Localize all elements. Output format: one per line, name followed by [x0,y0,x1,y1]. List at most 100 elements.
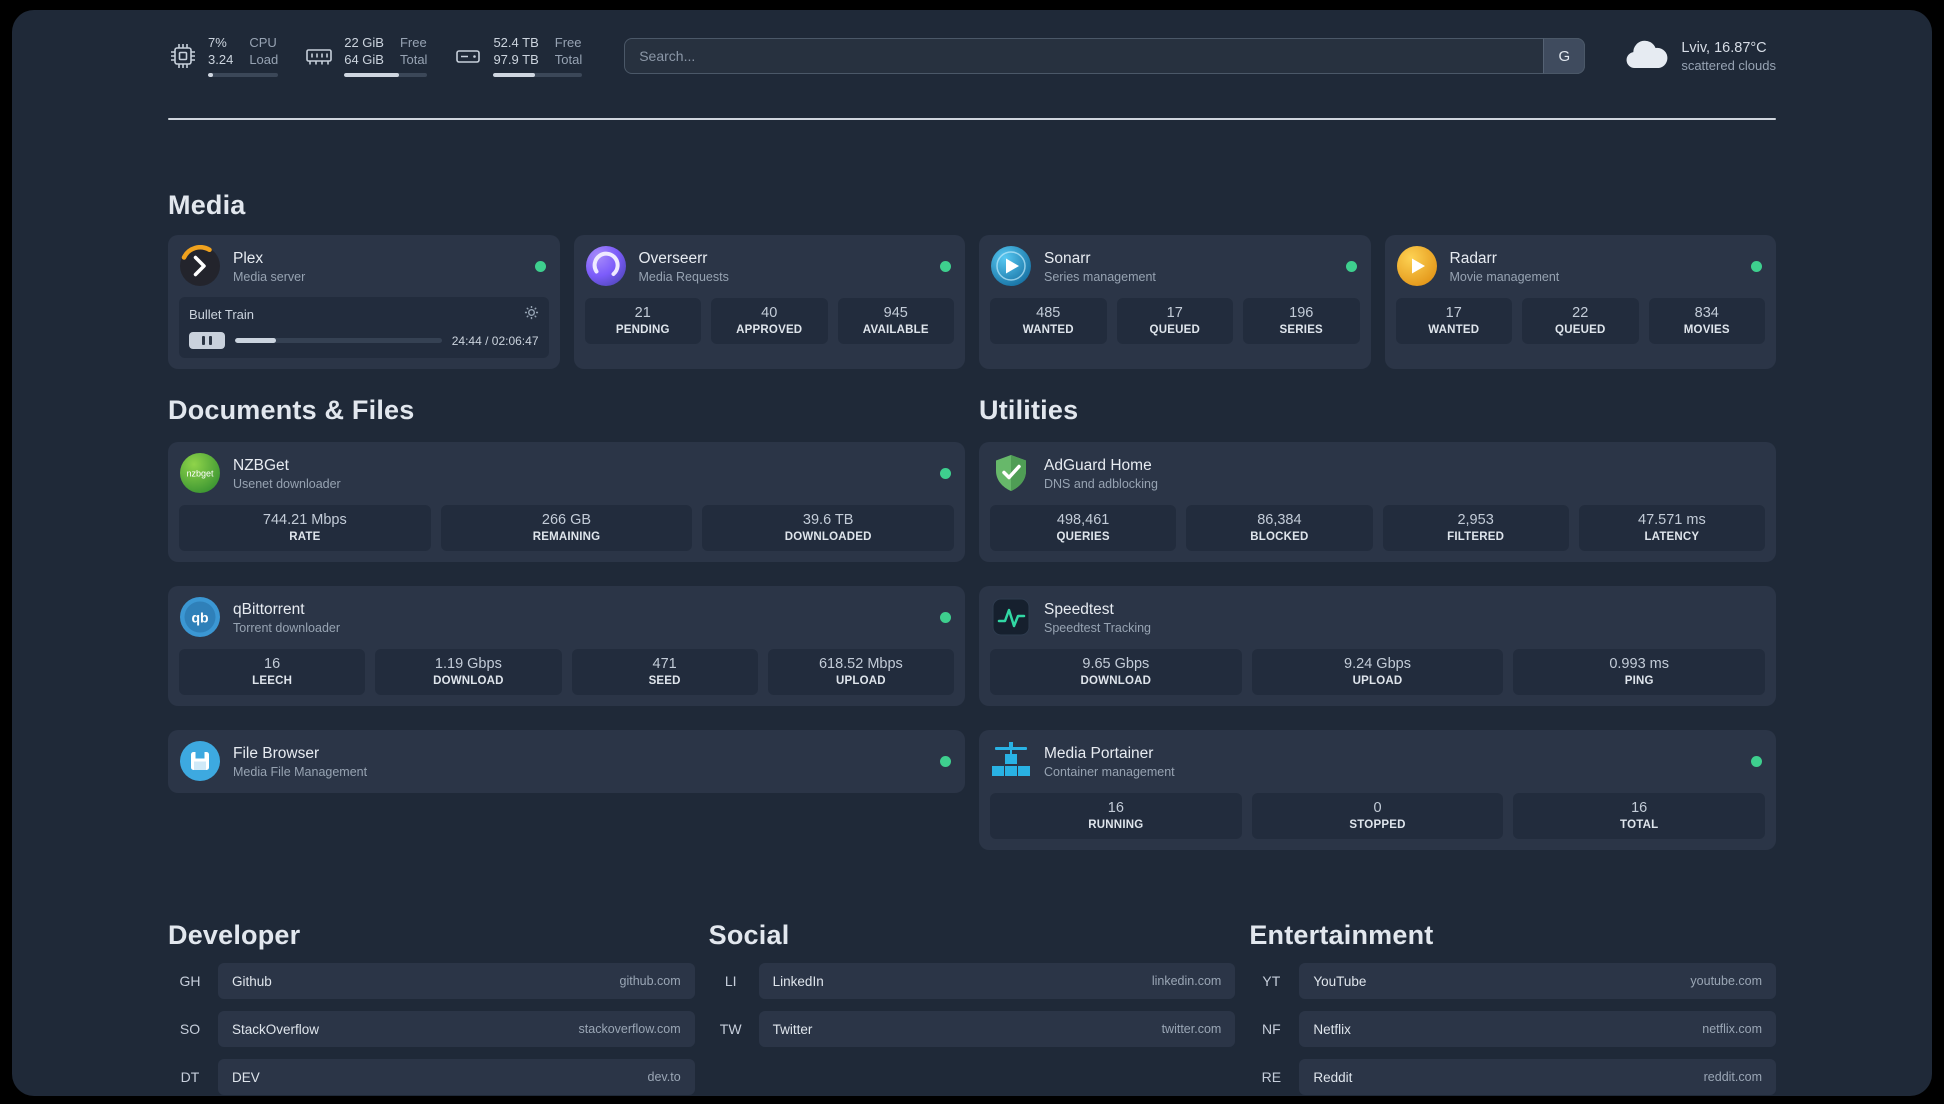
service-card-radarr[interactable]: Radarr Movie management 17 WANTED 22 QUE… [1384,235,1776,369]
bookmark-stackoverflow[interactable]: SO StackOverflow stackoverflow.com [168,1011,695,1047]
stat-value: 498,461 [1056,512,1110,528]
service-card-portainer[interactable]: Media Portainer Container management 16 … [979,730,1776,850]
disk-free-label: Free [554,35,582,50]
stat-label: DOWNLOADED [784,531,872,543]
disk-total-label: Total [554,52,583,67]
service-name: AdGuard Home [1044,456,1152,474]
stat-value: 17 [1445,305,1462,321]
stat-label: AVAILABLE [862,324,929,336]
disk-total-value: 97.9 TB [493,52,539,67]
disk-free-value: 52.4 TB [493,35,539,50]
stat-cell: 1.19 Gbps DOWNLOAD [375,649,562,695]
weather-widget: Lviv, 16.87°C scattered clouds [1623,37,1776,76]
search-provider-button[interactable]: G [1543,38,1586,74]
service-card-adguard[interactable]: AdGuard Home DNS and adblocking 498,461 … [979,442,1776,562]
service-card-overseerr[interactable]: Overseerr Media Requests 21 PENDING 40 A… [573,235,965,369]
stat-value: 47.571 ms [1638,512,1706,528]
bookmark-abbr: RE [1261,1069,1282,1085]
stat-label: RATE [289,531,321,543]
group-title-media: Media [168,190,246,220]
pause-button[interactable] [189,332,225,349]
service-card-filebrowser[interactable]: File Browser Media File Management [168,730,965,793]
group-title-developer: Developer [168,920,301,950]
service-name: Overseerr [638,249,708,267]
topbar-divider [168,118,1776,120]
search-input[interactable] [624,38,1586,74]
service-card-speedtest[interactable]: Speedtest Speedtest Tracking 9.65 Gbps D… [979,586,1776,706]
section-media: Media Plex Media server [168,190,1776,369]
stat-label: UPLOAD [1352,675,1403,687]
stat-cell: 471 SEED [571,649,758,695]
bookmark-name: StackOverflow [232,1021,320,1037]
bookmark-name: DEV [232,1069,260,1085]
service-card-qbittorrent[interactable]: qb qBittorrent Torrent downloader 16 LEE… [168,586,965,706]
status-dot [1751,755,1762,767]
stat-cell: 266 GB REMAINING [440,505,693,551]
bookmark-github[interactable]: GH Github github.com [168,963,695,999]
bookmarks-developer: Developer GH Github github.com SO StackO… [168,920,695,1095]
bookmark-linkedin[interactable]: LI LinkedIn linkedin.com [709,963,1236,999]
stat-cell: 39.6 TB DOWNLOADED [702,505,955,551]
group-title-social: Social [708,920,790,950]
cpu-load-label: Load [249,52,279,67]
stat-label: WANTED [1022,324,1074,336]
service-card-sonarr[interactable]: Sonarr Series management 485 WANTED 17 Q… [979,235,1371,369]
stat-cell: 17 WANTED [1395,298,1512,344]
bookmark-url: github.com [619,974,681,988]
plex-icon [179,245,221,287]
bookmarks-social: Social LI LinkedIn linkedin.com TW Twitt… [709,920,1236,1095]
memory-free-value: 22 GiB [344,35,384,50]
memory-progress-track [344,73,428,77]
disk-progress-track [493,73,583,77]
stat-value: 9.65 Gbps [1082,656,1150,672]
stat-value: 744.21 Mbps [262,512,347,528]
section-documents: Documents & Files nzbget [168,395,965,850]
stat-label: DOWNLOAD [1080,675,1152,687]
bookmark-abbr: NF [1261,1021,1281,1037]
radarr-icon [1396,245,1438,287]
cpu-usage-value: 7% [208,35,227,50]
cpu-load-value: 3.24 [208,52,234,67]
stat-label: DOWNLOAD [433,675,504,687]
memory-widget: 22 GiB Free 64 GiB Total [304,35,428,77]
stat-value: 485 [1036,305,1061,321]
bookmark-reddit[interactable]: RE Reddit reddit.com [1249,1059,1776,1095]
status-dot [940,467,951,479]
stat-label: SEED [648,675,681,687]
weather-condition: scattered clouds [1681,57,1776,73]
gear-icon[interactable] [524,305,539,323]
service-card-nzbget[interactable]: nzbget NZBGet Usenet downloader 744.21 M… [168,442,965,562]
bookmark-name: Reddit [1313,1069,1353,1085]
now-playing-title: Bullet Train [189,306,255,322]
bookmark-twitter[interactable]: TW Twitter twitter.com [709,1011,1236,1047]
service-desc: Torrent downloader [233,620,341,635]
stat-value: 618.52 Mbps [818,656,903,672]
status-dot [940,611,951,623]
service-desc: Media server [233,269,306,284]
disk-widget: 52.4 TB Free 97.9 TB Total [453,35,583,77]
stat-cell: 834 MOVIES [1648,298,1765,344]
group-title-utilities: Utilities [979,395,1079,425]
bookmark-name: Netflix [1313,1021,1351,1037]
stat-label: PING [1624,675,1654,687]
bookmark-youtube[interactable]: YT YouTube youtube.com [1249,963,1776,999]
stat-cell: 9.24 Gbps UPLOAD [1251,649,1504,695]
stat-value: 16 [1107,800,1124,816]
stat-cell: 86,384 BLOCKED [1186,505,1373,551]
stat-value: 1.19 Gbps [434,656,502,672]
bookmark-netflix[interactable]: NF Netflix netflix.com [1249,1011,1776,1047]
speedtest-icon [990,596,1032,638]
group-title-entertainment: Entertainment [1249,920,1434,950]
stat-value: 9.24 Gbps [1344,656,1411,672]
stat-value: 196 [1289,305,1314,321]
stat-label: TOTAL [1620,819,1659,831]
service-name: Media Portainer [1044,744,1154,762]
service-card-plex[interactable]: Plex Media server Bullet Train [168,235,560,369]
cpu-progress-fill [208,73,213,77]
bookmark-abbr: TW [719,1021,742,1037]
disk-progress-fill [493,73,536,77]
adguard-icon [990,452,1032,494]
bookmark-dev[interactable]: DT DEV dev.to [168,1059,695,1095]
nzbget-icon: nzbget [179,452,221,494]
playback-progress-track[interactable] [235,338,442,343]
